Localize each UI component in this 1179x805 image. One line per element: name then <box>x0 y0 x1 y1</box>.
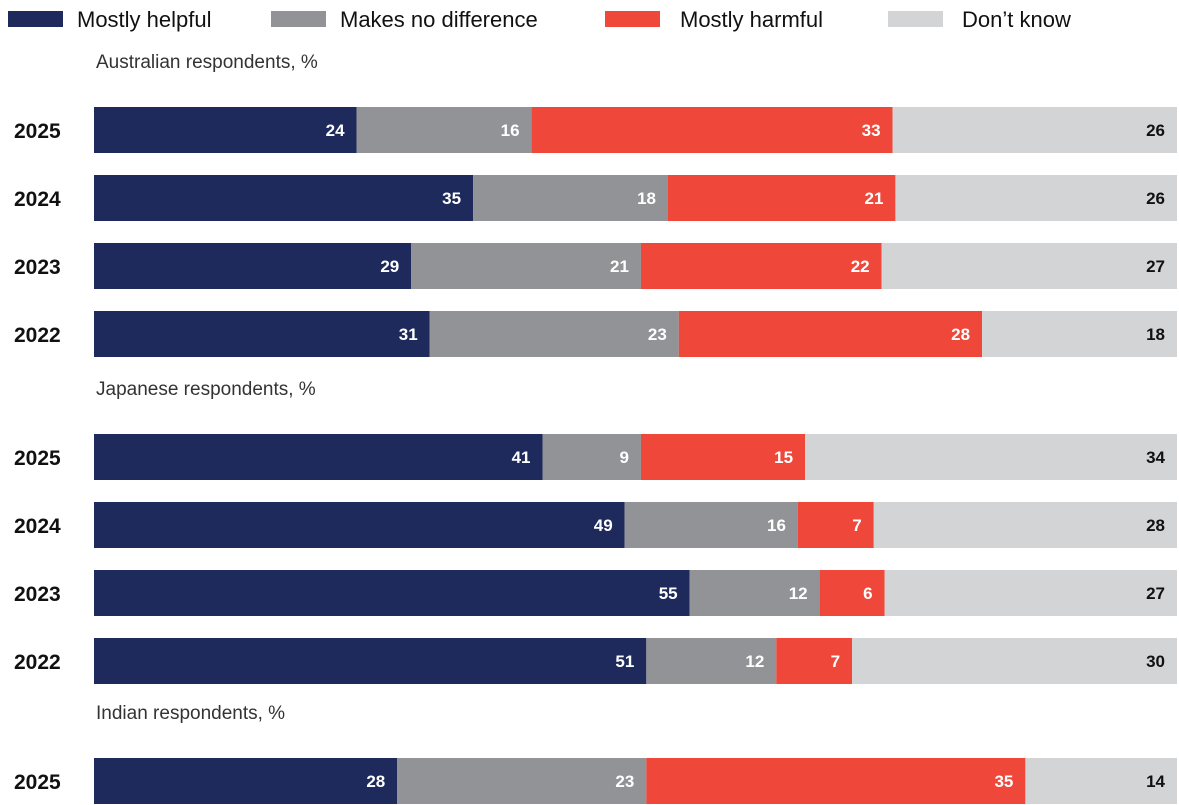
bar-segment-japanese-2024-don-t-know <box>873 502 1177 548</box>
data-label-australian-2024-mostly-harmful: 21 <box>864 189 883 208</box>
bar-segment-australian-2023-mostly-helpful <box>94 243 412 289</box>
legend-label-dont-know: Don’t know <box>962 7 1071 32</box>
bar-segment-australian-2023-don-t-know <box>881 243 1177 289</box>
bar-segment-indian-2025-don-t-know <box>1025 758 1177 804</box>
data-label-australian-2023-mostly-helpful: 29 <box>380 257 399 276</box>
data-label-japanese-2024-makes-no-difference: 16 <box>767 516 786 535</box>
bar-segment-australian-2025-don-t-know <box>892 107 1177 153</box>
bar-segment-australian-2025-mostly-harmful <box>531 107 893 153</box>
data-label-indian-2025-mostly-harmful: 35 <box>994 772 1013 791</box>
data-label-indian-2025-makes-no-difference: 23 <box>615 772 634 791</box>
data-label-japanese-2024-mostly-helpful: 49 <box>594 516 613 535</box>
bar-segment-japanese-2022-mostly-helpful <box>94 638 647 684</box>
data-label-japanese-2023-mostly-harmful: 6 <box>863 584 872 603</box>
bar-segment-australian-2022-mostly-harmful <box>678 311 983 357</box>
bar-segment-japanese-2025-mostly-harmful <box>640 434 806 480</box>
bar-segment-japanese-2023-mostly-harmful <box>819 570 885 616</box>
group-title-indian: Indian respondents, % <box>96 703 285 724</box>
bar-segment-australian-2024-mostly-harmful <box>667 175 896 221</box>
legend-label-mostly-helpful: Mostly helpful <box>77 7 212 32</box>
data-label-australian-2024-makes-no-difference: 18 <box>637 189 656 208</box>
bar-segment-japanese-2025-makes-no-difference <box>542 434 641 480</box>
bar-segment-japanese-2025-don-t-know <box>805 434 1177 480</box>
data-label-australian-2022-mostly-helpful: 31 <box>399 325 418 344</box>
data-label-australian-2022-makes-no-difference: 23 <box>648 325 667 344</box>
data-label-japanese-2025-don-t-know: 34 <box>1146 448 1165 467</box>
legend-swatch-mostly-harmful <box>605 11 660 27</box>
bar-segment-australian-2025-mostly-helpful <box>94 107 357 153</box>
legend-swatch-dont-know <box>888 11 943 27</box>
data-label-australian-2023-makes-no-difference: 21 <box>610 257 629 276</box>
data-label-australian-2025-mostly-helpful: 24 <box>326 121 345 140</box>
bar-segment-australian-2024-don-t-know <box>895 175 1177 221</box>
year-label-japanese-2023: 2023 <box>14 583 61 606</box>
bar-segment-japanese-2024-mostly-harmful <box>797 502 874 548</box>
bar-segment-australian-2022-don-t-know <box>982 311 1177 357</box>
bar-segment-indian-2025-makes-no-difference <box>397 758 647 804</box>
bar-segment-australian-2022-makes-no-difference <box>429 311 679 357</box>
data-label-japanese-2023-don-t-know: 27 <box>1146 584 1165 603</box>
group-title-japanese: Japanese respondents, % <box>96 379 316 400</box>
data-label-japanese-2024-don-t-know: 28 <box>1146 516 1165 535</box>
bar-segment-japanese-2023-mostly-helpful <box>94 570 690 616</box>
bar-segment-australian-2023-makes-no-difference <box>411 243 641 289</box>
year-label-japanese-2024: 2024 <box>14 515 61 538</box>
data-label-indian-2025-mostly-helpful: 28 <box>366 772 385 791</box>
bar-segment-australian-2025-makes-no-difference <box>356 107 532 153</box>
data-label-australian-2022-mostly-harmful: 28 <box>951 325 970 344</box>
legend-label-mostly-harmful: Mostly harmful <box>680 7 823 32</box>
bar-segment-australian-2024-mostly-helpful <box>94 175 474 221</box>
data-label-australian-2024-don-t-know: 26 <box>1146 189 1165 208</box>
bar-segment-japanese-2024-makes-no-difference <box>624 502 798 548</box>
bar-segment-japanese-2022-don-t-know <box>852 638 1177 684</box>
year-label-australian-2023: 2023 <box>14 256 61 279</box>
year-label-japanese-2022: 2022 <box>14 651 61 674</box>
data-label-japanese-2022-mostly-harmful: 7 <box>831 652 840 671</box>
bar-segment-australian-2023-mostly-harmful <box>640 243 882 289</box>
data-label-australian-2022-don-t-know: 18 <box>1146 325 1165 344</box>
bar-segment-japanese-2022-makes-no-difference <box>646 638 777 684</box>
year-label-japanese-2025: 2025 <box>14 447 61 470</box>
bar-segment-indian-2025-mostly-helpful <box>94 758 398 804</box>
bar-segment-japanese-2023-don-t-know <box>884 570 1177 616</box>
plot-area: Australian respondents, % 2025 24 16 33 26 202… <box>14 52 1177 804</box>
legend-label-makes-no-difference: Makes no difference <box>340 7 538 32</box>
data-label-australian-2025-makes-no-difference: 16 <box>501 121 520 140</box>
data-label-japanese-2024-mostly-harmful: 7 <box>852 516 861 535</box>
data-label-japanese-2022-mostly-helpful: 51 <box>615 652 634 671</box>
data-label-japanese-2022-don-t-know: 30 <box>1146 652 1165 671</box>
bar-segment-australian-2024-makes-no-difference <box>473 175 668 221</box>
data-label-japanese-2025-mostly-harmful: 15 <box>774 448 793 467</box>
bar-segment-australian-2022-mostly-helpful <box>94 311 430 357</box>
bar-segment-japanese-2024-mostly-helpful <box>94 502 625 548</box>
year-label-australian-2022: 2022 <box>14 324 61 347</box>
data-label-indian-2025-don-t-know: 14 <box>1146 772 1165 791</box>
legend-swatch-mostly-helpful <box>8 11 63 27</box>
year-label-australian-2025: 2025 <box>14 120 61 143</box>
year-label-indian-2025: 2025 <box>14 771 61 794</box>
data-label-australian-2024-mostly-helpful: 35 <box>442 189 461 208</box>
bar-segment-japanese-2025-mostly-helpful <box>94 434 543 480</box>
data-label-japanese-2022-makes-no-difference: 12 <box>745 652 764 671</box>
legend-swatch-makes-no-difference <box>271 11 326 27</box>
group-title-australian: Australian respondents, % <box>96 52 318 73</box>
data-label-japanese-2025-mostly-helpful: 41 <box>512 448 531 467</box>
data-label-australian-2023-mostly-harmful: 22 <box>851 257 870 276</box>
bar-segment-indian-2025-mostly-harmful <box>646 758 1026 804</box>
legend: Mostly helpful Makes no difference Mostl… <box>8 7 1071 32</box>
data-label-japanese-2025-makes-no-difference: 9 <box>620 448 629 467</box>
bar-segment-japanese-2022-mostly-harmful <box>776 638 853 684</box>
data-label-japanese-2023-mostly-helpful: 55 <box>659 584 678 603</box>
year-label-australian-2024: 2024 <box>14 188 61 211</box>
data-label-australian-2023-don-t-know: 27 <box>1146 257 1165 276</box>
data-label-japanese-2023-makes-no-difference: 12 <box>789 584 808 603</box>
bar-segment-japanese-2023-makes-no-difference <box>689 570 820 616</box>
data-label-australian-2025-don-t-know: 26 <box>1146 121 1165 140</box>
data-label-australian-2025-mostly-harmful: 33 <box>862 121 881 140</box>
